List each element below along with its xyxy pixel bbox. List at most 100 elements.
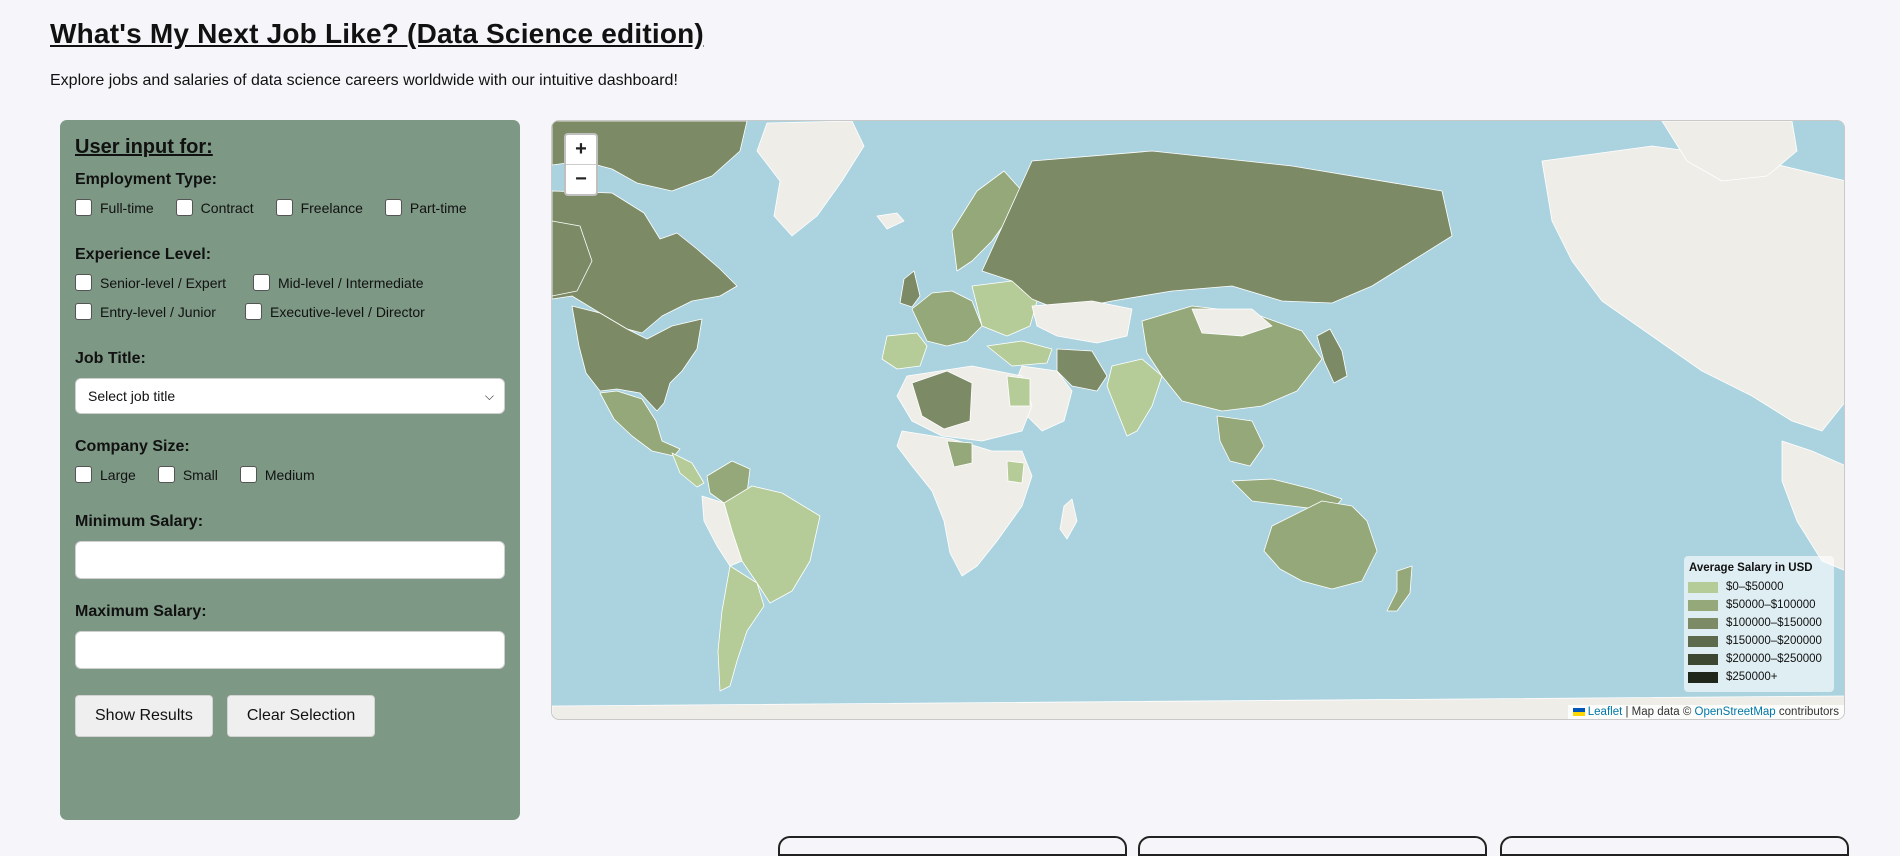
experience-entry-option[interactable]: Entry-level / Junior	[75, 303, 219, 320]
checkbox[interactable]	[275, 199, 293, 216]
checkbox[interactable]	[253, 274, 270, 291]
north-america-right	[1541, 145, 1844, 432]
central-asia	[1031, 300, 1133, 344]
company-size-medium-option[interactable]: Medium	[239, 466, 315, 483]
checkbox[interactable]	[75, 303, 92, 320]
legend-title: Average Salary in USD	[1689, 562, 1813, 574]
algeria	[911, 370, 973, 430]
checkbox[interactable]	[75, 274, 92, 291]
experience-senior-option[interactable]: Senior-level / Expert	[75, 274, 227, 291]
map-attribution: Leaflet | Map data © OpenStreetMap contr…	[1567, 705, 1844, 719]
maximum-salary-label: Maximum Salary:	[75, 603, 207, 620]
employment-type-label: Employment Type:	[75, 171, 217, 188]
experience-level-label: Experience Level:	[75, 246, 212, 263]
usa	[571, 305, 703, 412]
option-label: Medium	[264, 466, 315, 483]
job-title-label: Job Title:	[75, 350, 146, 367]
company-size-large-option[interactable]: Large	[75, 466, 136, 483]
employment-freelance-option[interactable]: Freelance	[275, 199, 363, 216]
page-title: What's My Next Job Like? (Data Science e…	[50, 18, 704, 49]
turkey	[986, 340, 1053, 367]
zoom-control: + −	[564, 133, 598, 196]
north-canada-islands	[552, 121, 748, 192]
option-label: Full-time	[100, 199, 154, 216]
checkbox[interactable]	[384, 199, 402, 216]
leaflet-link[interactable]: Leaflet	[1587, 706, 1623, 718]
mexico	[599, 390, 681, 457]
iberia	[881, 332, 928, 370]
central-america	[671, 452, 705, 488]
checkbox[interactable]	[239, 466, 257, 483]
legend-swatch	[1688, 653, 1718, 665]
legend-label: $150000–$200000	[1726, 635, 1822, 647]
checkbox[interactable]	[245, 303, 262, 320]
option-label: Entry-level / Junior	[100, 303, 216, 320]
minimum-salary-input[interactable]	[75, 541, 505, 579]
checkbox[interactable]	[75, 466, 92, 483]
job-title-select[interactable]: Select job title ⌵	[75, 378, 505, 414]
attribution-text: | Map data ©	[1625, 706, 1692, 718]
legend-swatch	[1688, 635, 1718, 647]
iceland	[876, 212, 905, 230]
alaska	[552, 220, 593, 297]
company-size-small-option[interactable]: Small	[157, 466, 218, 483]
legend-swatch	[1688, 581, 1718, 593]
canada	[552, 190, 738, 334]
zoom-in-button[interactable]: +	[566, 135, 596, 165]
select-value: Select job title	[88, 388, 176, 404]
company-size-label: Company Size:	[75, 438, 190, 455]
legend-swatch	[1688, 617, 1718, 629]
option-label: Senior-level / Expert	[100, 274, 227, 291]
show-results-button[interactable]: Show Results	[75, 695, 213, 737]
checkbox[interactable]	[75, 199, 92, 216]
greenland-right	[1661, 121, 1798, 182]
legend-label: $100000–$150000	[1726, 617, 1822, 629]
peru-bolivia	[701, 495, 743, 567]
experience-executive-option[interactable]: Executive-level / Director	[245, 303, 425, 320]
korea-japan	[1316, 328, 1348, 384]
nigeria	[946, 440, 973, 468]
australia	[1263, 500, 1378, 590]
page-subtitle: Explore jobs and salaries of data scienc…	[50, 72, 678, 89]
bottom-card	[778, 836, 1127, 856]
legend-swatch	[1688, 599, 1718, 611]
ukraine-flag-icon	[1572, 707, 1585, 716]
legend-label: $50000–$100000	[1726, 599, 1816, 611]
legend-label: $0–$50000	[1726, 581, 1784, 593]
map-tiles	[552, 121, 1844, 719]
salary-legend: Average Salary in USD $0–$50000 $50000–$1…	[1684, 556, 1834, 692]
minimum-salary-label: Minimum Salary:	[75, 513, 204, 530]
option-label: Contract	[200, 199, 254, 216]
option-label: Executive-level / Director	[270, 303, 425, 320]
option-label: Part-time	[409, 199, 467, 216]
bottom-card	[1500, 836, 1849, 856]
zoom-out-button[interactable]: −	[575, 168, 587, 190]
legend-label: $200000–$250000	[1726, 653, 1822, 665]
chevron-down-icon: ⌵	[484, 388, 494, 403]
option-label: Freelance	[300, 199, 363, 216]
user-input-panel: User input for: Employment Type: Full-ti…	[60, 120, 520, 820]
madagascar	[1059, 498, 1078, 540]
greenland	[756, 121, 865, 237]
argentina-chile	[717, 565, 765, 692]
legend-item: $200000–$250000	[1688, 650, 1830, 668]
egypt	[1006, 375, 1031, 407]
checkbox[interactable]	[157, 466, 175, 483]
attribution-suffix: contributors	[1778, 706, 1839, 718]
uk-ireland	[899, 270, 921, 308]
checkbox[interactable]	[175, 199, 193, 216]
legend-item: $100000–$150000	[1688, 614, 1830, 632]
employment-full-time-option[interactable]: Full-time	[75, 199, 154, 216]
south-america-right	[1781, 440, 1844, 571]
india	[1106, 358, 1163, 437]
employment-part-time-option[interactable]: Part-time	[384, 199, 467, 216]
world-salary-map[interactable]: + − Average Salary in USD $0–$50000 $5000…	[551, 120, 1845, 720]
maximum-salary-input[interactable]	[75, 631, 505, 669]
new-zealand	[1386, 565, 1413, 612]
openstreetmap-link[interactable]: OpenStreetMap	[1694, 706, 1776, 718]
kenya	[1006, 460, 1025, 484]
legend-item: $50000–$100000	[1688, 596, 1830, 614]
clear-selection-button[interactable]: Clear Selection	[226, 695, 376, 737]
experience-mid-option[interactable]: Mid-level / Intermediate	[253, 274, 424, 291]
employment-contract-option[interactable]: Contract	[175, 199, 254, 216]
